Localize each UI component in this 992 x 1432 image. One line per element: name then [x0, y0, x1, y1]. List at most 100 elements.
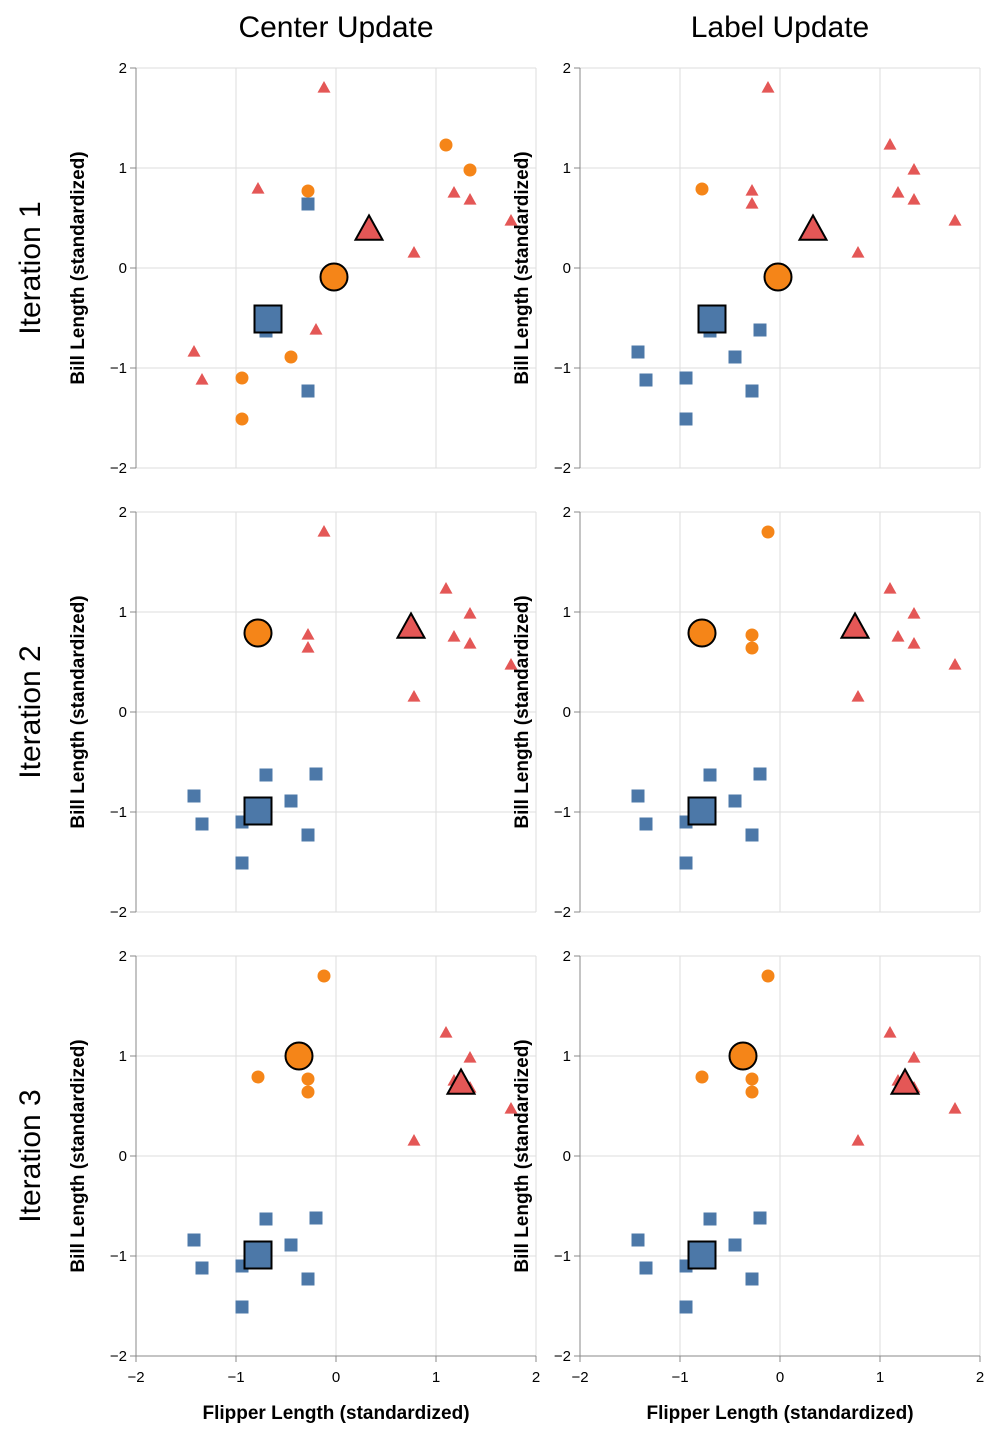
- x-tick-label: 0: [332, 1369, 340, 1386]
- y-tick-label: 2: [563, 504, 571, 521]
- cluster-center-blue: [697, 304, 727, 334]
- y-tick-label: −2: [554, 904, 571, 921]
- data-point-blue: [195, 817, 209, 831]
- cluster-center-blue: [687, 796, 717, 826]
- y-tick-label: 2: [563, 948, 571, 965]
- data-point-red: [317, 524, 331, 537]
- data-point-orange: [301, 184, 315, 198]
- data-point-blue: [195, 1261, 209, 1275]
- y-axis-title: Bill Length (standardized): [512, 595, 533, 828]
- data-point-red: [907, 192, 921, 205]
- data-point-red: [463, 1050, 477, 1063]
- data-point-orange: [695, 182, 709, 196]
- data-point-blue: [703, 768, 717, 782]
- data-point-orange: [761, 525, 775, 539]
- panel-r2-c1: −2 −1 0 1 2 Bill Length (standardized): [68, 504, 537, 921]
- y-axis-title: Bill Length (standardized): [68, 151, 89, 384]
- data-point-red: [187, 344, 201, 357]
- data-point-red: [891, 185, 905, 198]
- data-point-blue: [301, 828, 315, 842]
- data-point-red: [883, 137, 897, 150]
- y-tick-label: −2: [110, 460, 127, 477]
- row-title-iteration-1: Iteration 1: [14, 201, 47, 334]
- data-point-blue: [309, 767, 323, 781]
- data-point-orange: [235, 371, 249, 385]
- cluster-center-red: [395, 611, 427, 639]
- data-point-red: [301, 627, 315, 640]
- data-point-blue: [309, 1211, 323, 1225]
- x-tick-label: −1: [671, 1369, 688, 1386]
- data-point-orange: [695, 1070, 709, 1084]
- data-point-red: [447, 629, 461, 642]
- data-point-red: [195, 372, 209, 385]
- data-point-red: [251, 181, 265, 194]
- data-point-red: [504, 657, 518, 670]
- y-axis-title: Bill Length (standardized): [512, 1039, 533, 1272]
- x-axis-title-left: Flipper Length (standardized): [202, 1403, 469, 1424]
- data-point-blue: [301, 384, 315, 398]
- y-tick-label: 0: [119, 260, 127, 277]
- row-title-iteration-2: Iteration 2: [14, 645, 47, 778]
- data-point-blue: [284, 1238, 298, 1252]
- x-tick-label: 0: [776, 1369, 784, 1386]
- data-point-red: [309, 322, 323, 335]
- cluster-center-orange: [284, 1041, 314, 1071]
- y-tick-label: −1: [554, 804, 571, 821]
- data-point-orange: [317, 969, 331, 983]
- y-tick-label: −1: [110, 1248, 127, 1265]
- y-tick-label: 0: [119, 704, 127, 721]
- x-tick-label: −1: [227, 1369, 244, 1386]
- x-tick-label: 2: [976, 1369, 984, 1386]
- data-point-red: [317, 80, 331, 93]
- data-point-blue: [301, 197, 315, 211]
- data-point-red: [463, 636, 477, 649]
- data-point-blue: [745, 384, 759, 398]
- data-point-blue: [631, 789, 645, 803]
- data-point-blue: [728, 1238, 742, 1252]
- x-tick-label: −2: [571, 1369, 588, 1386]
- cluster-center-blue: [253, 304, 283, 334]
- y-tick-label: 1: [119, 160, 127, 177]
- data-point-red: [301, 640, 315, 653]
- data-point-red: [883, 581, 897, 594]
- data-point-orange: [761, 969, 775, 983]
- cluster-center-red: [797, 213, 829, 241]
- y-tick-label: 1: [119, 604, 127, 621]
- data-point-red: [761, 80, 775, 93]
- data-point-blue: [235, 1300, 249, 1314]
- y-tick-label: −2: [110, 904, 127, 921]
- panel-r1-c1: −2 −1 0 1 2 Bill Length (standardized): [68, 60, 537, 477]
- data-point-red: [407, 689, 421, 702]
- data-point-red: [463, 192, 477, 205]
- data-point-red: [407, 245, 421, 258]
- y-tick-label: 2: [119, 60, 127, 77]
- cluster-center-red: [889, 1067, 921, 1095]
- data-point-red: [948, 657, 962, 670]
- data-point-blue: [187, 1233, 201, 1247]
- data-point-red: [407, 1133, 421, 1146]
- y-tick-label: −2: [554, 460, 571, 477]
- data-point-red: [851, 1133, 865, 1146]
- y-tick-label: −1: [110, 804, 127, 821]
- data-point-blue: [753, 767, 767, 781]
- data-point-red: [851, 689, 865, 702]
- cluster-center-red: [839, 611, 871, 639]
- cluster-center-red: [445, 1067, 477, 1095]
- data-point-red: [504, 1101, 518, 1114]
- cluster-center-orange: [728, 1041, 758, 1071]
- data-point-orange: [439, 138, 453, 152]
- cluster-center-blue: [243, 796, 273, 826]
- data-point-blue: [259, 768, 273, 782]
- data-point-orange: [301, 1085, 315, 1099]
- data-point-red: [948, 1101, 962, 1114]
- y-tick-label: 1: [119, 1048, 127, 1065]
- panel-r3-c2: −2 −1 0 1 2 Bill Length (standardized) −2 −1 0 1 2: [512, 948, 984, 1386]
- data-point-blue: [703, 1212, 717, 1226]
- data-point-blue: [639, 373, 653, 387]
- cluster-center-blue: [243, 1240, 273, 1270]
- data-point-red: [439, 1025, 453, 1038]
- data-point-red: [463, 606, 477, 619]
- x-tick-label: −2: [127, 1369, 144, 1386]
- column-title-label-update: Label Update: [691, 11, 869, 44]
- y-tick-label: 0: [563, 260, 571, 277]
